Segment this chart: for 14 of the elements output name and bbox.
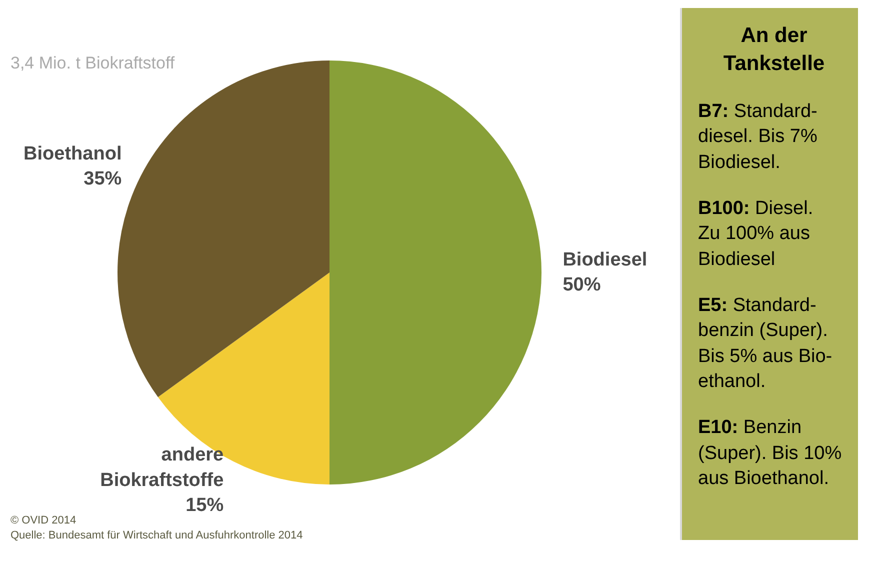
source-note: Quelle: Bundesamt für Wirtschaft und Ausfuhrkontrolle 2014 xyxy=(10,530,303,542)
text: B7: Standard- diesel. Bis 7% Biodiesel. xyxy=(698,100,818,175)
text: E10: Benzin (Super). Bis 10% aus Bioethanol. xyxy=(698,416,843,492)
data-label: 50% xyxy=(562,274,601,296)
data-label: 15% xyxy=(186,494,224,516)
text: E5: Standard- benzin (Super). Bis 5% aus Bio- ethanol. xyxy=(698,294,834,394)
slice-label: andere Biokraftstoffe xyxy=(100,444,224,491)
chart-title: 3,4 Mio. t Biokraftstoff xyxy=(10,54,175,72)
text: © OVID 2014 xyxy=(10,514,76,526)
text: B100: Diesel. Zu 100% aus Biodiesel xyxy=(698,196,814,272)
slice-label: Bioethanol xyxy=(24,144,122,165)
data-label: 35% xyxy=(84,168,122,190)
slice-label: Biodiesel xyxy=(562,249,648,270)
text: An der Tankstelle xyxy=(722,23,826,78)
